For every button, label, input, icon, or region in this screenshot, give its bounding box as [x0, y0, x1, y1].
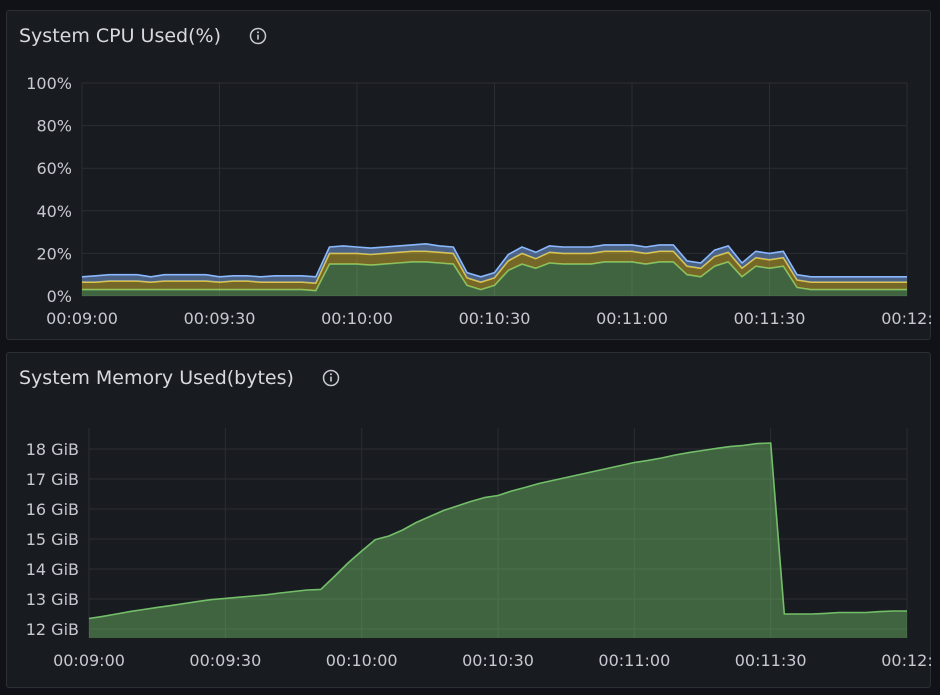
- series-line-1: [82, 250, 907, 284]
- y-tick-label: 80%: [36, 117, 72, 136]
- memory-panel-title: System Memory Used(bytes): [19, 367, 294, 389]
- x-tick-label: 00:10:00: [326, 651, 398, 670]
- x-tick-label: 00:11:00: [596, 309, 668, 328]
- info-icon[interactable]: [322, 369, 340, 387]
- x-tick-label: 00:10:30: [459, 309, 531, 328]
- series-line-2: [81, 243, 907, 278]
- x-tick-label: 00:11:30: [735, 651, 807, 670]
- y-tick-label: 15 GiB: [26, 530, 79, 549]
- memory-panel: System Memory Used(bytes) 12 GiB 13 GiB 14…: [6, 352, 932, 688]
- x-tick-label: 00:09:30: [189, 651, 261, 670]
- cpu-panel-header: System CPU Used(%): [19, 19, 267, 53]
- series-line-0: [88, 442, 907, 620]
- y-tick-label: 40%: [36, 202, 72, 221]
- x-tick-label: 00:09:30: [184, 309, 256, 328]
- y-tick-label: 0%: [47, 287, 72, 306]
- y-tick-label: 12 GiB: [26, 620, 79, 639]
- memory-panel-header: System Memory Used(bytes): [19, 361, 340, 395]
- cpu-chart: 0% 20% 40% 60% 80% 100% 00:09:00 00:09:30 00:10:…: [26, 74, 932, 328]
- info-icon[interactable]: [249, 27, 267, 45]
- x-tick-label: 00:11:00: [598, 651, 670, 670]
- cpu-panel-title: System CPU Used(%): [19, 25, 221, 47]
- x-tick-label: 00:11:30: [734, 309, 806, 328]
- x-tick-label: 00:10:00: [321, 309, 393, 328]
- series-area-0: [82, 261, 907, 296]
- y-tick-label: 13 GiB: [26, 590, 79, 609]
- series-line-0: [82, 261, 907, 292]
- y-tick-label: 16 GiB: [26, 500, 79, 519]
- memory-chart: 12 GiB 13 GiB 14 GiB 15 GiB 16 GiB 17 GiB 18 G…: [26, 428, 932, 670]
- y-tick-label: 60%: [36, 159, 72, 178]
- x-tick-label: 00:12:: [881, 651, 932, 670]
- x-tick-label: 00:09:00: [53, 651, 125, 670]
- x-tick-label: 00:10:30: [462, 651, 534, 670]
- y-tick-label: 20%: [36, 244, 72, 263]
- y-tick-label: 100%: [26, 74, 72, 93]
- series-area-0: [89, 443, 907, 638]
- x-tick-label: 00:12:: [881, 309, 932, 328]
- y-tick-label: 17 GiB: [26, 470, 79, 489]
- cpu-panel: System CPU Used(%) 0% 20% 40% 60% 80% 100% 00:…: [6, 10, 932, 340]
- series-area-1: [82, 251, 907, 291]
- y-tick-label: 18 GiB: [26, 440, 79, 459]
- x-tick-label: 00:09:00: [46, 309, 118, 328]
- grid: [81, 82, 908, 297]
- y-tick-label: 14 GiB: [26, 560, 79, 579]
